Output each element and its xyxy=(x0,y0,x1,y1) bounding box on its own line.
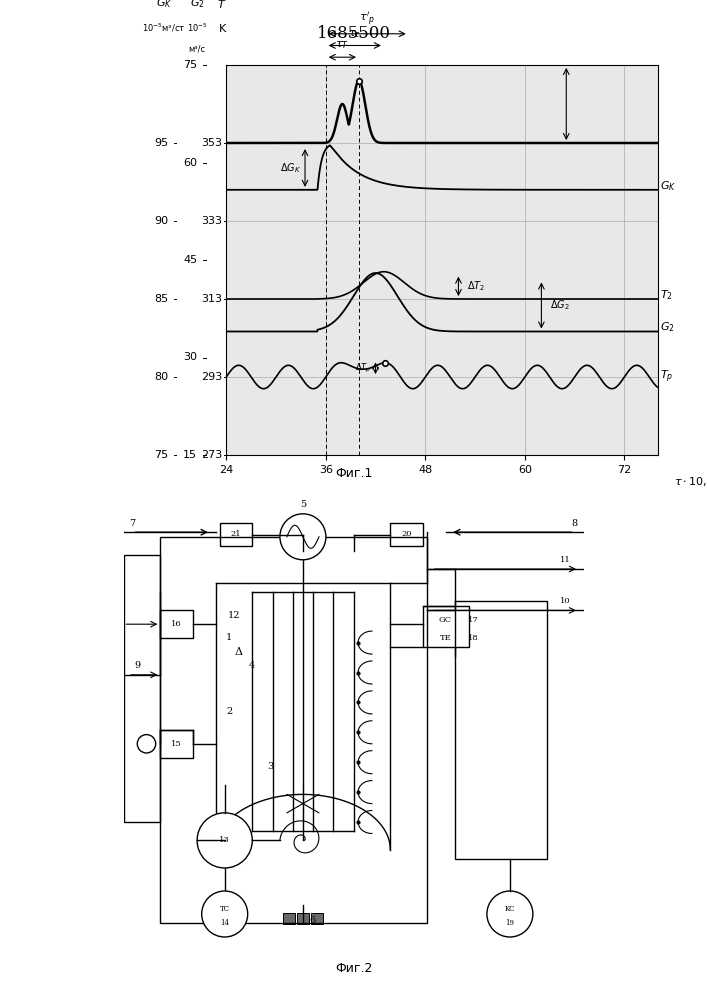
Bar xyxy=(160,610,192,638)
Text: 12: 12 xyxy=(228,610,240,619)
Text: 10: 10 xyxy=(560,597,571,605)
Text: Фиг.1: Фиг.1 xyxy=(335,467,372,480)
Circle shape xyxy=(487,891,533,937)
Text: 20: 20 xyxy=(401,530,411,538)
Text: 17: 17 xyxy=(468,616,479,624)
Text: K: K xyxy=(218,24,226,34)
Text: $\tau\cdot10,c$: $\tau\cdot10,c$ xyxy=(674,475,707,488)
Text: $\Delta G_2$: $\Delta G_2$ xyxy=(550,299,569,312)
Bar xyxy=(423,606,469,647)
Text: $G_2$: $G_2$ xyxy=(660,321,674,334)
Text: 85: 85 xyxy=(154,294,168,304)
Circle shape xyxy=(280,514,326,560)
Text: 4: 4 xyxy=(249,661,255,670)
Text: 2: 2 xyxy=(226,707,233,716)
Text: $\Delta G_K$: $\Delta G_K$ xyxy=(280,161,301,175)
Text: $T_2$: $T_2$ xyxy=(660,288,673,302)
Bar xyxy=(160,537,427,923)
Text: 95: 95 xyxy=(154,138,168,148)
Bar xyxy=(160,730,192,758)
Text: 1: 1 xyxy=(226,634,233,642)
Text: 5: 5 xyxy=(300,500,306,509)
Text: 333: 333 xyxy=(201,216,222,226)
Text: $G_K$: $G_K$ xyxy=(156,0,172,10)
Text: 21: 21 xyxy=(231,530,242,538)
Text: $\tau'_p$: $\tau'_p$ xyxy=(359,11,375,28)
Text: м³/c: м³/c xyxy=(189,44,206,53)
Text: 13: 13 xyxy=(219,836,230,844)
Text: 273: 273 xyxy=(201,450,222,460)
Bar xyxy=(124,555,160,822)
Text: 353: 353 xyxy=(201,138,222,148)
Text: 15: 15 xyxy=(171,740,182,748)
Text: 45: 45 xyxy=(183,255,197,265)
Text: 16: 16 xyxy=(171,620,182,628)
Text: 313: 313 xyxy=(201,294,222,304)
Text: 60: 60 xyxy=(183,157,197,167)
Text: 1685500: 1685500 xyxy=(317,25,390,42)
Text: $10^{-5}$м³/ст: $10^{-5}$м³/ст xyxy=(142,21,186,34)
Text: 90: 90 xyxy=(154,216,168,226)
Bar xyxy=(220,523,252,546)
Text: TE: TE xyxy=(440,634,451,642)
Text: $10^{-5}$: $10^{-5}$ xyxy=(187,21,208,34)
Bar xyxy=(390,523,423,546)
Text: TC: TC xyxy=(220,905,230,913)
Text: 8: 8 xyxy=(571,518,578,527)
Text: 30: 30 xyxy=(183,353,197,362)
Text: $G_2$: $G_2$ xyxy=(190,0,204,10)
Text: $T$: $T$ xyxy=(217,0,227,10)
Text: 9: 9 xyxy=(134,661,141,670)
Text: 11: 11 xyxy=(560,556,571,564)
Text: $\tau_c$: $\tau_c$ xyxy=(349,28,361,40)
Bar xyxy=(455,601,547,859)
Text: $\tau_T$: $\tau_T$ xyxy=(335,40,349,51)
Text: 80: 80 xyxy=(154,372,168,382)
Text: 3: 3 xyxy=(267,762,274,771)
Text: 14: 14 xyxy=(220,919,229,927)
Text: 19: 19 xyxy=(506,919,515,927)
Text: 293: 293 xyxy=(201,372,222,382)
Text: 75: 75 xyxy=(183,60,197,70)
Text: 15: 15 xyxy=(183,450,197,460)
Text: $\Delta T_p$: $\Delta T_p$ xyxy=(355,362,371,375)
Text: 7: 7 xyxy=(129,518,136,527)
Text: Δ: Δ xyxy=(235,647,243,657)
Circle shape xyxy=(137,735,156,753)
Text: $G_K$: $G_K$ xyxy=(660,179,676,193)
Text: KC: KC xyxy=(505,905,515,913)
Text: 6: 6 xyxy=(309,916,315,925)
Circle shape xyxy=(197,813,252,868)
Text: $\Delta T_2$: $\Delta T_2$ xyxy=(467,279,485,293)
Circle shape xyxy=(201,891,247,937)
Text: Фиг.2: Фиг.2 xyxy=(335,962,372,975)
Text: GC: GC xyxy=(439,616,452,624)
Text: 75: 75 xyxy=(154,450,168,460)
Text: 18: 18 xyxy=(468,634,479,642)
Text: $T_p$: $T_p$ xyxy=(660,369,673,385)
